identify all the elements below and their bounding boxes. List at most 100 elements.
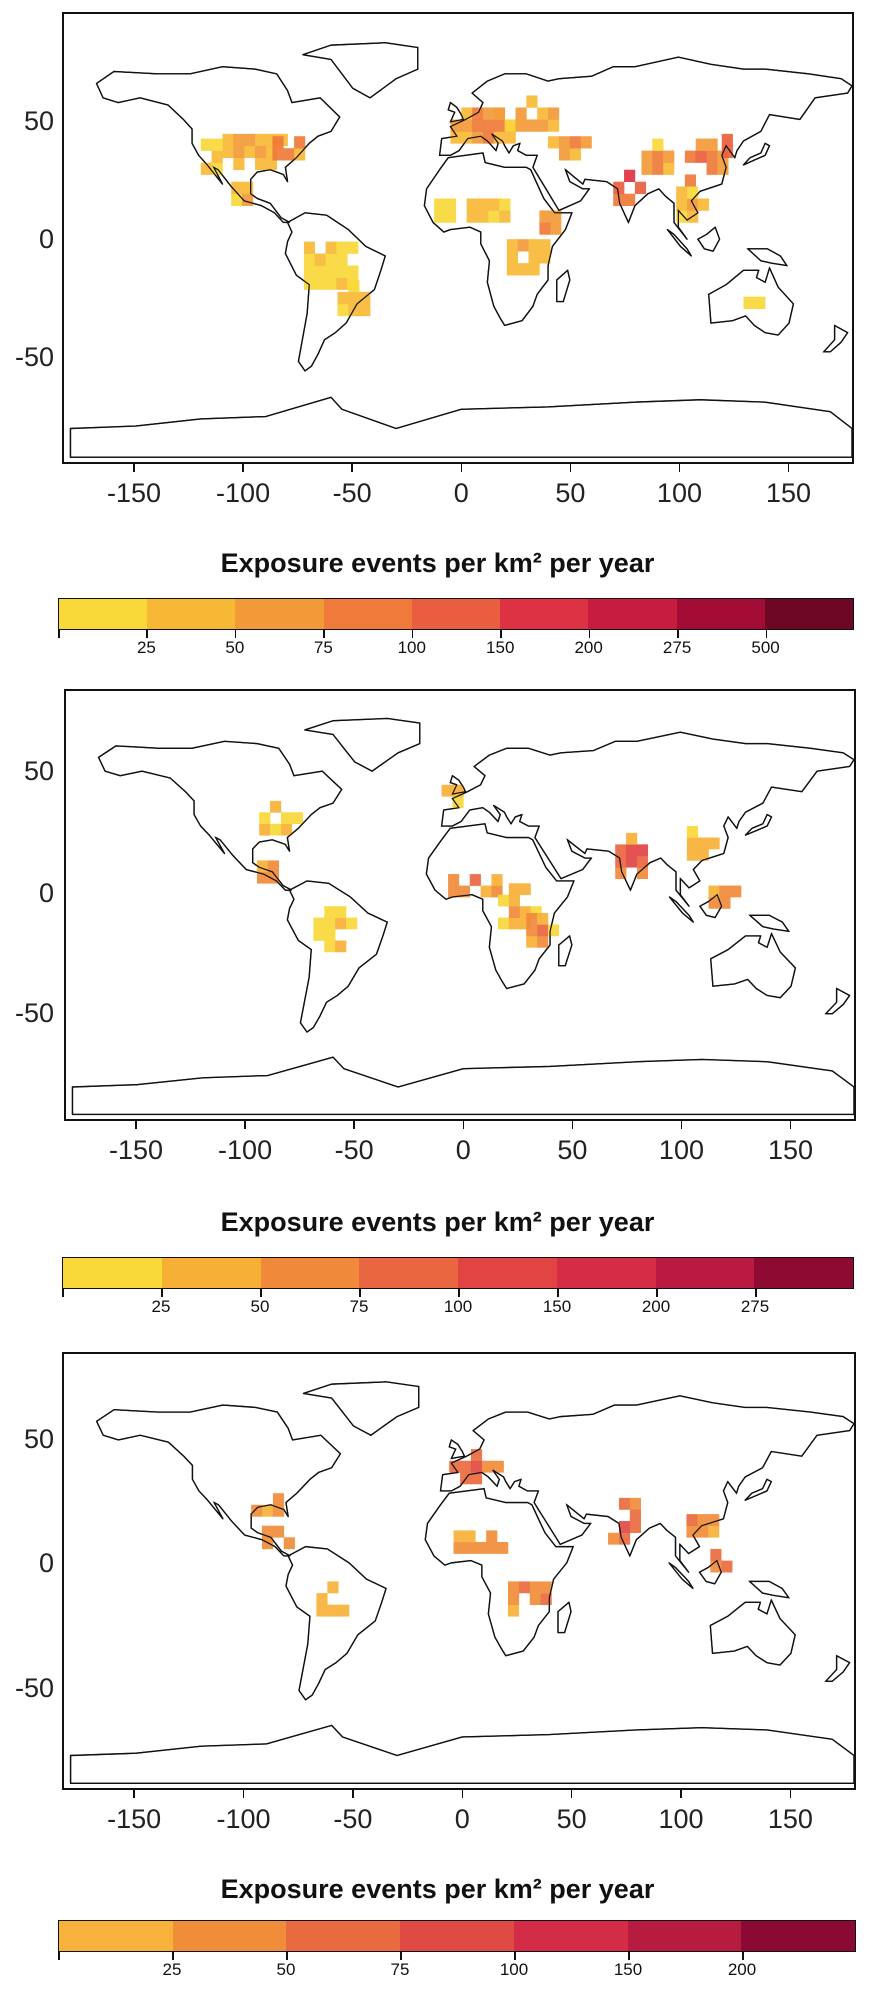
exposure-cell [464,1541,476,1554]
exposure-cell [348,279,360,293]
y-tick-label: 50 [23,756,54,786]
coastline [709,1599,796,1666]
colorbar-tick-mark [500,630,502,638]
exposure-cell [528,239,540,252]
colorbar-segment [260,1258,360,1288]
exposure-cell [325,265,337,278]
exposure-cell [695,150,707,163]
exposure-cell [336,241,348,254]
exposure-cell [448,885,460,898]
coastline [447,101,465,123]
colorbar-tick-label: 75 [349,1297,369,1316]
exposure-hotspot [710,1548,733,1573]
coastline-overlay [286,880,388,1033]
colorbar-3 [58,1920,856,1952]
exposure-cell [272,148,284,161]
exposure-cell [506,239,518,252]
exposure-hotspot [434,198,511,223]
x-tick-label: 100 [656,478,702,508]
exposure-cell [472,131,484,144]
x-tick-mark [570,1790,573,1798]
coastline-overlay [557,1601,572,1634]
exposure-cell [283,148,295,161]
x-tick-label: 50 [557,1135,588,1165]
exposure-cell [663,150,675,163]
coastline-overlay [697,226,721,252]
exposure-cell [526,924,538,937]
exposure-hotspot [498,883,542,930]
colorbar-segment [500,599,589,629]
y-tick-label: 0 [38,224,54,254]
exposure-cell [708,1525,720,1538]
exposure-hotspot [251,1493,285,1517]
coastline-overlay [440,731,854,907]
colorbar-segment [741,1921,856,1951]
map-panel-1: 50 0 -50 -150 -100 -50 0 50 100 150 Exposure e… [0,0,875,665]
exposure-cell [508,917,520,930]
exposure-cell [337,303,349,317]
exposure-cell [231,193,243,206]
coastline-overlay [666,229,692,257]
exposure-cell [515,119,527,132]
exposure-cell [540,1581,552,1594]
exposure-cell [348,291,360,305]
y-tick-label: -50 [14,998,54,1028]
coastline [302,42,419,99]
exposure-cell [270,823,282,836]
exposure-hotspot [743,296,766,309]
exposure-hotspot [259,800,303,836]
x-tick-label: 150 [768,1135,814,1165]
exposure-cell [265,133,278,147]
x-tick-mark [462,1121,465,1129]
exposure-cell [629,1521,641,1533]
coastline-overlay [71,1056,854,1116]
coastline [304,717,421,772]
map-canvas-1 [69,42,852,458]
exposure-cell [519,917,531,930]
exposure-cell [200,162,212,175]
colorbar-tick-mark [286,1952,288,1960]
exposure-cell [539,210,551,223]
x-tick-label: -50 [334,1135,374,1165]
exposure-cell [697,198,710,211]
exposure-cell [200,138,212,151]
y-tick-label: 50 [23,106,54,136]
exposure-cell [444,198,457,211]
exposure-hotspot [303,241,359,290]
exposure-cell [652,162,664,175]
exposure-cell [324,940,336,953]
y-tick-label: 50 [23,1424,54,1454]
exposure-cell [482,131,495,144]
x-tick-mark [135,1121,137,1129]
x-tick-mark [789,1121,792,1129]
colorbar-segment [323,599,412,629]
exposure-cell [504,119,516,132]
map-panel-3: 50 0 -50 -150 -100 -50 0 50 100 150 Exposure e… [0,1330,875,2000]
exposure-cell [314,277,326,290]
coastline-overlay [668,1562,694,1589]
exposure-cell [325,253,337,266]
exposure-cell [448,874,460,886]
colorbar-segment [172,1921,287,1951]
exposure-cell [695,138,707,151]
exposure-cell [508,906,520,918]
colorbar-tick-label: 275 [662,638,692,657]
colorbar-segment [754,1258,853,1288]
colorbar-tick-mark [172,1952,174,1960]
colorbar-segment [59,599,148,629]
exposure-cell [493,131,505,144]
exposure-cell [460,1460,472,1473]
colorbar-tick-label: 200 [727,1960,757,1979]
exposure-cell [686,1514,698,1527]
exposure-cell [231,181,243,194]
exposure-cell [267,860,280,873]
exposure-cell [710,1560,722,1573]
exposure-cell [280,823,293,836]
colorbar-tick-mark [742,1952,744,1960]
exposure-cell [519,906,531,918]
exposure-cell [537,107,549,120]
exposure-hotspot [231,181,254,206]
colorbar-tick-label: 25 [151,1297,171,1316]
exposure-cell [327,1581,339,1594]
exposure-hotspot [506,239,551,276]
